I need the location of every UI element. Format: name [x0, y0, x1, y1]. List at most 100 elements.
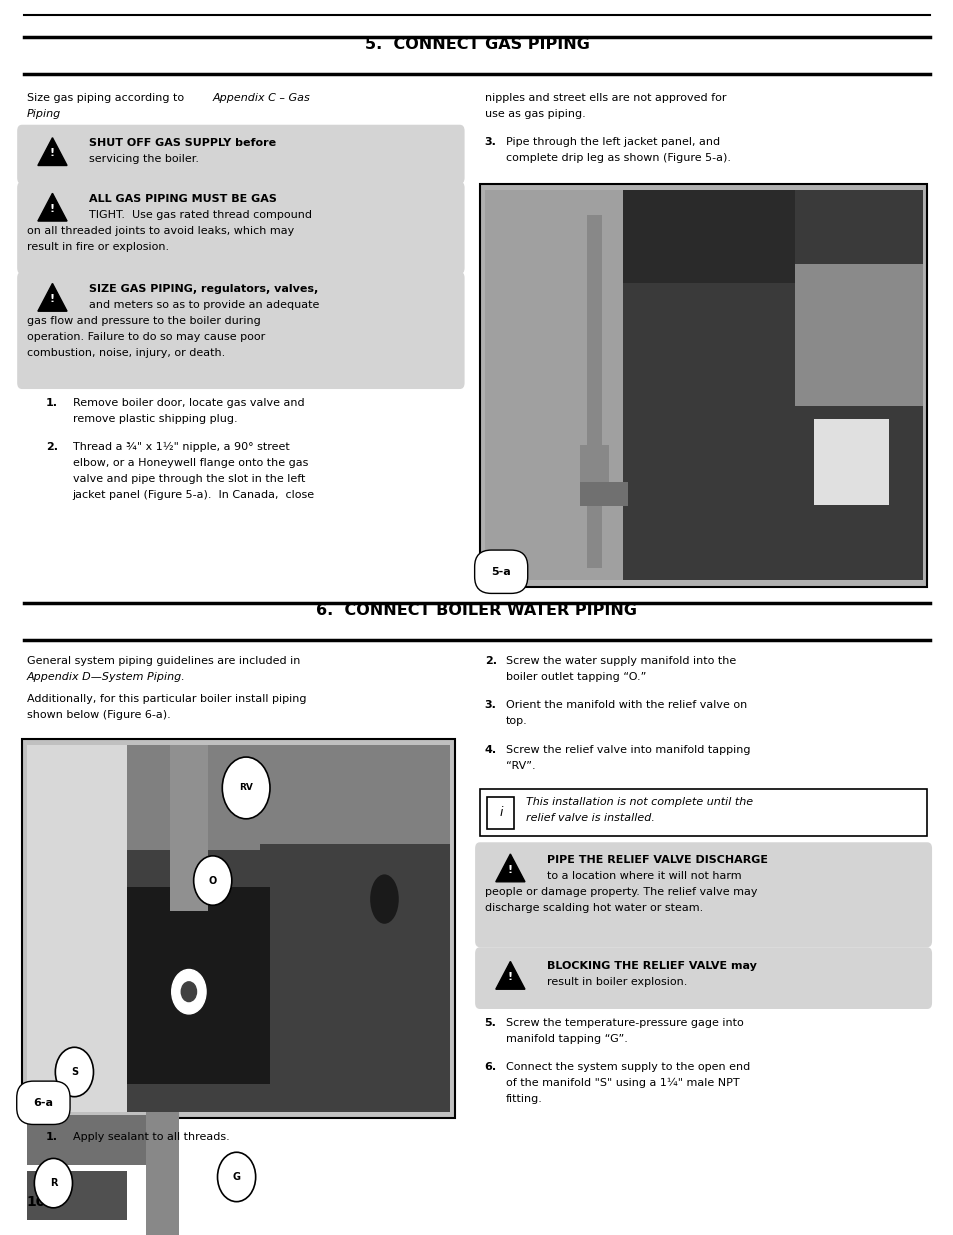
Bar: [27, 1115, 155, 1165]
Bar: [794, 264, 922, 406]
Text: 6.: 6.: [484, 1062, 497, 1072]
Text: RV: RV: [239, 783, 253, 793]
Circle shape: [172, 969, 206, 1014]
Text: 5.: 5.: [484, 1018, 496, 1028]
Text: Connect the system supply to the open end: Connect the system supply to the open en…: [505, 1062, 749, 1072]
Text: 2.: 2.: [484, 656, 497, 666]
Text: !: !: [507, 864, 513, 874]
FancyBboxPatch shape: [17, 125, 464, 184]
Text: TIGHT.  Use gas rated thread compound: TIGHT. Use gas rated thread compound: [89, 210, 312, 220]
Text: gas flow and pressure to the boiler during: gas flow and pressure to the boiler duri…: [27, 316, 260, 326]
Bar: [479, 789, 926, 836]
FancyBboxPatch shape: [475, 947, 931, 1009]
Circle shape: [55, 1047, 93, 1097]
Bar: [579, 482, 627, 506]
Text: 4.: 4.: [484, 745, 497, 755]
Bar: [127, 745, 450, 1112]
Text: SHUT OFF GAS SUPPLY before: SHUT OFF GAS SUPPLY before: [89, 138, 275, 148]
Text: servicing the boiler.: servicing the boiler.: [89, 154, 198, 164]
Text: i: i: [498, 806, 502, 819]
Text: Pipe through the left jacket panel, and: Pipe through the left jacket panel, and: [505, 137, 719, 147]
Text: !: !: [507, 972, 513, 982]
Text: shown below (Figure 6-a).: shown below (Figure 6-a).: [27, 710, 171, 720]
Text: 6-a: 6-a: [33, 1098, 53, 1108]
Text: elbow, or a Honeywell flange onto the gas: elbow, or a Honeywell flange onto the ga…: [72, 458, 308, 468]
Circle shape: [193, 856, 232, 905]
Text: Appendix C – Gas: Appendix C – Gas: [213, 93, 310, 103]
Text: boiler outlet tapping “O.”: boiler outlet tapping “O.”: [505, 672, 645, 682]
Text: Additionally, for this particular boiler install piping: Additionally, for this particular boiler…: [27, 694, 306, 704]
Text: combustion, noise, injury, or death.: combustion, noise, injury, or death.: [27, 348, 225, 358]
Text: of the manifold "S" using a 1¼" male NPT: of the manifold "S" using a 1¼" male NPT: [505, 1078, 739, 1088]
Text: 1.: 1.: [46, 1132, 58, 1142]
Text: fitting.: fitting.: [505, 1094, 542, 1104]
Text: Size gas piping according to: Size gas piping according to: [27, 93, 187, 103]
Text: ALL GAS PIPING MUST BE GAS: ALL GAS PIPING MUST BE GAS: [89, 194, 276, 204]
Text: 3.: 3.: [484, 137, 496, 147]
Text: 5-a: 5-a: [491, 567, 511, 577]
Bar: [622, 190, 922, 580]
Text: O: O: [209, 876, 216, 885]
Text: SIZE GAS PIPING, regulators, valves,: SIZE GAS PIPING, regulators, valves,: [89, 284, 317, 294]
Text: This installation is not complete until the: This installation is not complete until …: [525, 797, 752, 806]
Text: result in boiler explosion.: result in boiler explosion.: [546, 977, 686, 987]
Text: !: !: [50, 294, 55, 304]
Polygon shape: [38, 284, 67, 311]
Text: PIPE THE RELIEF VALVE DISCHARGE: PIPE THE RELIEF VALVE DISCHARGE: [546, 855, 767, 864]
Text: 2.: 2.: [46, 442, 58, 452]
Text: General system piping guidelines are included in: General system piping guidelines are inc…: [27, 656, 300, 666]
Polygon shape: [38, 138, 67, 165]
Circle shape: [222, 757, 270, 819]
Text: Screw the relief valve into manifold tapping: Screw the relief valve into manifold tap…: [505, 745, 749, 755]
Text: valve and pipe through the slot in the left: valve and pipe through the slot in the l…: [72, 474, 305, 484]
Text: 1.: 1.: [46, 398, 58, 408]
Bar: [22, 739, 455, 1118]
Text: 5.  CONNECT GAS PIPING: 5. CONNECT GAS PIPING: [364, 37, 589, 52]
Polygon shape: [496, 962, 524, 989]
Text: people or damage property. The relief valve may: people or damage property. The relief va…: [484, 887, 757, 897]
Text: on all threaded joints to avoid leaks, which may: on all threaded joints to avoid leaks, w…: [27, 226, 294, 236]
Bar: [127, 745, 260, 850]
Text: result in fire or explosion.: result in fire or explosion.: [27, 242, 169, 252]
Bar: [170, 745, 208, 911]
Text: Screw the water supply manifold into the: Screw the water supply manifold into the: [505, 656, 735, 666]
Text: complete drip leg as shown (Figure 5-a).: complete drip leg as shown (Figure 5-a).: [505, 153, 730, 163]
Text: to a location where it will not harm: to a location where it will not harm: [546, 871, 740, 881]
Circle shape: [34, 1158, 72, 1208]
Text: S: S: [71, 1067, 78, 1077]
FancyBboxPatch shape: [475, 842, 931, 947]
Bar: [484, 190, 622, 580]
Circle shape: [181, 982, 196, 1002]
Text: !: !: [50, 148, 55, 158]
Text: 6.  CONNECT BOILER WATER PIPING: 6. CONNECT BOILER WATER PIPING: [316, 603, 637, 618]
Text: manifold tapping “G”.: manifold tapping “G”.: [505, 1034, 627, 1044]
Text: Orient the manifold with the relief valve on: Orient the manifold with the relief valv…: [505, 700, 746, 710]
Polygon shape: [38, 193, 67, 221]
FancyBboxPatch shape: [17, 182, 464, 274]
Text: Appendix D—System Piping.: Appendix D—System Piping.: [27, 672, 185, 682]
Bar: [586, 215, 601, 568]
Bar: [27, 745, 127, 1112]
Bar: [27, 1171, 127, 1220]
Bar: [813, 419, 888, 505]
Circle shape: [217, 1152, 255, 1202]
Text: Screw the temperature-pressure gage into: Screw the temperature-pressure gage into: [505, 1018, 742, 1028]
Text: remove plastic shipping plug.: remove plastic shipping plug.: [72, 414, 237, 424]
Bar: [127, 887, 270, 1084]
Text: jacket panel (Figure 5-a).  In Canada,  close: jacket panel (Figure 5-a). In Canada, cl…: [72, 490, 314, 500]
Text: Piping: Piping: [27, 109, 61, 119]
FancyBboxPatch shape: [17, 272, 464, 389]
Text: !: !: [50, 204, 55, 214]
Text: 3.: 3.: [484, 700, 496, 710]
Text: Apply sealant to all threads.: Apply sealant to all threads.: [72, 1132, 229, 1142]
Text: BLOCKING THE RELIEF VALVE may: BLOCKING THE RELIEF VALVE may: [546, 961, 756, 971]
Bar: [146, 1112, 179, 1235]
Text: 10: 10: [27, 1195, 46, 1209]
Text: discharge scalding hot water or steam.: discharge scalding hot water or steam.: [484, 903, 702, 913]
Text: Thread a ¾" x 1½" nipple, a 90° street: Thread a ¾" x 1½" nipple, a 90° street: [72, 442, 289, 452]
Text: operation. Failure to do so may cause poor: operation. Failure to do so may cause po…: [27, 332, 265, 342]
Text: “RV”.: “RV”.: [505, 761, 535, 771]
Polygon shape: [496, 855, 524, 882]
Bar: [260, 745, 450, 844]
Text: nipples and street ells are not approved for: nipples and street ells are not approved…: [484, 93, 725, 103]
